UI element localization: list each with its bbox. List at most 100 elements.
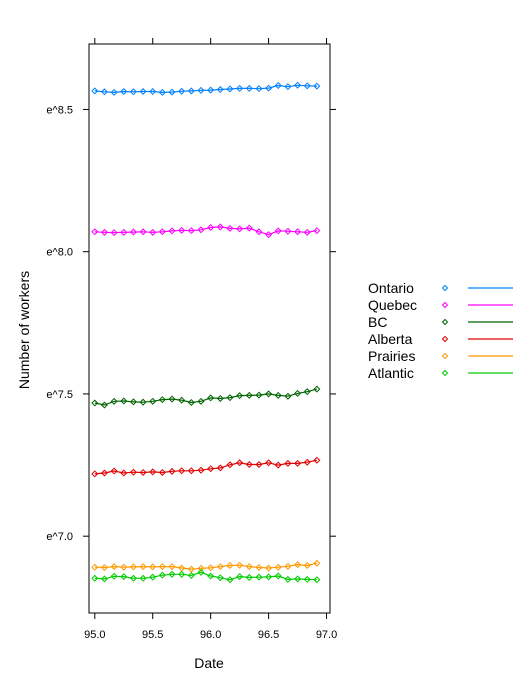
data-point-ontario	[139, 88, 147, 96]
data-point-ontario	[255, 85, 263, 93]
x-tick-label: 97.0	[316, 629, 337, 641]
y-tick-label: e^7.0	[46, 531, 73, 543]
data-point-bc	[158, 396, 166, 404]
legend-item-quebec: Quebec	[368, 297, 513, 313]
data-point-alberta	[303, 458, 311, 466]
data-point-atlantic	[100, 575, 108, 583]
data-point-quebec	[255, 228, 263, 236]
data-point-alberta	[294, 459, 302, 467]
data-point-atlantic	[284, 575, 292, 583]
x-tick-label: 96.5	[258, 629, 279, 641]
data-point-quebec	[236, 225, 244, 233]
data-point-alberta	[149, 468, 157, 476]
data-point-alberta	[313, 456, 321, 464]
data-point-alberta	[284, 459, 292, 467]
legend-item-prairies: Prairies	[368, 348, 513, 364]
data-point-quebec	[139, 228, 147, 236]
legend-marker-atlantic	[441, 369, 449, 377]
data-point-alberta	[139, 468, 147, 476]
x-tick-label: 95.0	[84, 629, 105, 641]
series-quebec	[91, 223, 321, 239]
data-point-alberta	[226, 461, 234, 469]
data-point-prairies	[129, 563, 137, 571]
data-point-atlantic	[139, 574, 147, 582]
data-point-ontario	[178, 87, 186, 95]
legend-label-bc: BC	[368, 314, 387, 330]
data-point-atlantic	[120, 573, 128, 581]
data-point-bc	[149, 397, 157, 405]
legend-label-prairies: Prairies	[368, 348, 415, 364]
data-point-quebec	[303, 228, 311, 236]
data-point-bc	[245, 391, 253, 399]
data-point-alberta	[207, 465, 215, 473]
legend-marker-quebec	[441, 301, 449, 309]
series-line-bc	[94, 388, 318, 406]
data-point-atlantic	[207, 572, 215, 580]
data-point-ontario	[91, 87, 99, 95]
data-point-quebec	[294, 228, 302, 236]
data-point-quebec	[284, 227, 292, 235]
data-point-bc	[187, 398, 195, 406]
data-point-ontario	[226, 85, 234, 93]
data-point-bc	[226, 394, 234, 402]
series-line-ontario	[94, 84, 317, 94]
series-line-atlantic	[94, 571, 317, 581]
y-axis-title: Number of workers	[16, 271, 32, 389]
data-point-atlantic	[187, 571, 195, 579]
data-point-quebec	[245, 224, 253, 232]
data-point-ontario	[284, 83, 292, 91]
data-point-alberta	[274, 461, 282, 469]
data-point-atlantic	[110, 572, 118, 580]
data-point-prairies	[168, 563, 176, 571]
data-point-bc	[274, 391, 282, 399]
data-point-ontario	[265, 84, 273, 92]
data-point-prairies	[226, 561, 234, 569]
plot-frame	[88, 43, 331, 614]
series-line-prairies	[94, 562, 318, 570]
data-point-ontario	[120, 88, 128, 96]
legend-marker-ontario	[441, 284, 449, 292]
x-tick-label: 96.0	[200, 629, 221, 641]
data-point-atlantic	[226, 576, 234, 584]
data-point-ontario	[216, 86, 224, 94]
data-point-atlantic	[149, 573, 157, 581]
data-point-ontario	[197, 86, 205, 94]
data-point-ontario	[158, 88, 166, 96]
data-point-atlantic	[129, 574, 137, 582]
data-point-prairies	[139, 563, 147, 571]
data-point-alberta	[178, 467, 186, 475]
data-point-bc	[265, 390, 273, 398]
data-point-ontario	[274, 82, 282, 90]
data-point-alberta	[187, 467, 195, 475]
data-point-quebec	[129, 228, 137, 236]
legend-marker-bc	[441, 318, 449, 326]
legend-label-alberta: Alberta	[368, 331, 413, 347]
data-point-bc	[129, 398, 137, 406]
data-point-bc	[207, 394, 215, 402]
data-point-prairies	[158, 563, 166, 571]
data-point-prairies	[274, 563, 282, 571]
data-point-atlantic	[168, 570, 176, 578]
data-point-ontario	[129, 88, 137, 96]
data-point-atlantic	[274, 572, 282, 580]
data-point-atlantic	[245, 573, 253, 581]
data-point-ontario	[236, 84, 244, 92]
series-line-alberta	[94, 459, 318, 475]
data-point-prairies	[149, 563, 157, 571]
data-point-quebec	[110, 229, 118, 237]
y-tick-label: e^7.5	[46, 389, 73, 401]
x-axis: 95.0 95.5 96.0 96.5 97.0	[84, 38, 337, 641]
data-point-prairies	[265, 564, 273, 572]
data-point-ontario	[100, 88, 108, 96]
data-point-atlantic	[236, 573, 244, 581]
data-point-quebec	[149, 228, 157, 236]
data-point-ontario	[110, 88, 118, 96]
data-point-atlantic	[265, 573, 273, 581]
data-point-prairies	[313, 559, 321, 567]
data-point-quebec	[197, 226, 205, 234]
data-point-ontario	[245, 84, 253, 92]
data-point-bc	[284, 392, 292, 400]
data-point-quebec	[100, 228, 108, 236]
